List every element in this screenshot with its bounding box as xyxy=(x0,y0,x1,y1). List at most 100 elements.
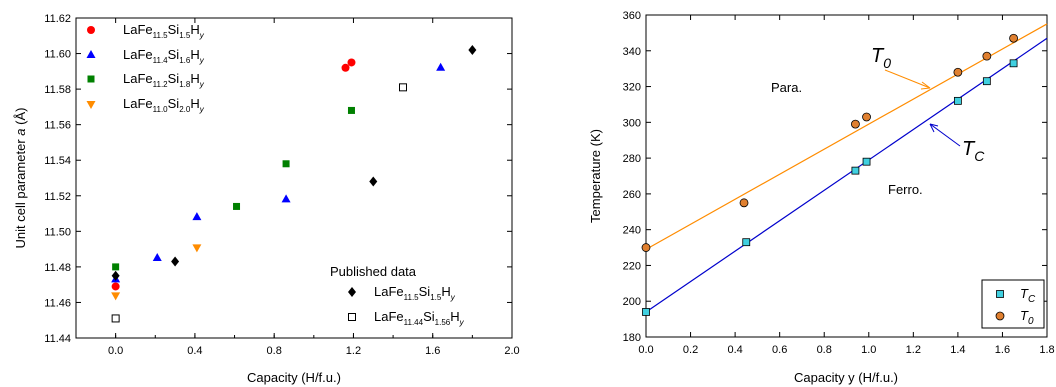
right-x-tick-label: 1.6 xyxy=(995,344,1010,356)
left-x-axis-label: Capacity (H/f.u.) xyxy=(247,370,341,385)
left-data-point xyxy=(468,45,477,55)
right-data-point xyxy=(641,243,651,252)
right-legend: TC T0 xyxy=(995,286,1036,327)
t0-pointer-arrow xyxy=(920,81,931,90)
right-legend-marker xyxy=(995,311,1005,321)
left-data-point xyxy=(192,244,202,253)
left-x-tick-label: 0.4 xyxy=(187,345,202,357)
right-y-tick-label: 360 xyxy=(623,10,641,22)
left-data-point xyxy=(436,62,446,71)
right-data-point xyxy=(953,96,962,105)
left-x-tick-label: 2.0 xyxy=(504,345,519,357)
right-data-point xyxy=(862,157,871,166)
right-legend-label: TC xyxy=(1020,286,1036,305)
left-y-tick-label: 11.50 xyxy=(44,226,71,238)
t0-pointer-line xyxy=(884,69,931,89)
left-data-point xyxy=(282,160,290,168)
right-y-tick-label: 180 xyxy=(623,332,641,344)
right-y-tick-label: 260 xyxy=(623,189,641,201)
right-data-point xyxy=(862,112,871,122)
left-data-point xyxy=(399,83,407,92)
left-data-point xyxy=(281,194,291,203)
right-data-point xyxy=(642,308,650,316)
right-y-tick-label: 240 xyxy=(623,225,641,237)
right-x-tick-label: 0.0 xyxy=(638,344,653,356)
left-data-point xyxy=(111,282,120,291)
right-x-axis-label: Capacity y (H/f.u.) xyxy=(794,370,898,385)
right-x-tick-label: 1.2 xyxy=(906,344,921,356)
left-y-tick-label: 11.58 xyxy=(44,84,71,96)
right-y-tick-label: 320 xyxy=(623,82,641,94)
right-legend-marker xyxy=(996,290,1004,298)
right-chart: 0.0 0.2 0.4 0.6 0.8 1.0 1.2 1.4 1.6 1.8 180 200 220… xyxy=(588,10,1055,385)
left-data-point xyxy=(347,106,355,114)
right-x-tick-label: 1.0 xyxy=(861,344,876,356)
left-chart: 0.0 0.4 0.8 1.2 1.6 2.0 11.4411.4611.4811.501… xyxy=(13,13,520,385)
left-legend-label: LaFe11.2Si1.8Hy xyxy=(123,71,205,89)
left-plot-frame xyxy=(75,17,513,339)
tc-pointer-arrow xyxy=(929,123,939,133)
left-data-point xyxy=(112,263,120,271)
left-legend-marker xyxy=(87,26,95,34)
left-y-axis-label: Unit cell parameter a (Å) xyxy=(13,108,28,249)
left-published-legend-label: LaFe11.5Si1.5Hy xyxy=(374,284,456,302)
right-y-tick-label: 220 xyxy=(623,260,641,272)
left-y-ticks: 11.44 11.46 11.48 11.50 11.52 11.54 11.56 11.58… xyxy=(44,13,512,345)
ferro-annotation: Ferro. xyxy=(888,182,923,197)
right-y-tick-label: 280 xyxy=(623,153,641,165)
right-legend-label: T0 xyxy=(1020,308,1034,327)
left-data-point xyxy=(369,176,378,187)
left-data-point xyxy=(192,212,202,221)
left-y-tick-label: 11.52 xyxy=(44,191,71,203)
left-legend-marker xyxy=(86,50,96,58)
right-x-tick-label: 0.2 xyxy=(683,344,698,356)
left-legend: LaFe11.5Si1.5Hy LaFe11.4Si1.6Hy LaFe11.2Si… xyxy=(86,22,205,114)
right-data-point xyxy=(953,67,963,77)
left-data-point xyxy=(347,58,356,67)
left-data-point xyxy=(111,270,120,281)
left-y-tick-label: 11.46 xyxy=(44,297,71,309)
right-data-point xyxy=(739,198,749,208)
published-data-title: Published data xyxy=(330,264,417,279)
left-data-point xyxy=(341,63,350,72)
right-data-point xyxy=(1009,59,1018,68)
tc-pointer-line xyxy=(929,123,961,147)
right-data-point xyxy=(742,238,751,247)
left-legend-marker xyxy=(86,101,96,109)
left-data-points xyxy=(111,45,477,323)
right-x-tick-label: 1.4 xyxy=(950,344,965,356)
left-x-ticks: 0.0 0.4 0.8 1.2 1.6 2.0 xyxy=(75,18,520,357)
right-data-point xyxy=(851,166,860,175)
t0-annotation: T0 xyxy=(871,45,891,71)
right-x-tick-label: 1.8 xyxy=(1039,344,1054,356)
left-data-point xyxy=(111,314,120,323)
right-y-axis-label: Temperature (K) xyxy=(588,129,603,223)
left-data-point xyxy=(111,292,121,301)
left-published-legend: LaFe11.5Si1.5Hy LaFe11.44Si1.56Hy xyxy=(348,284,465,327)
left-y-tick-label: 11.54 xyxy=(44,155,71,167)
right-y-tick-label: 340 xyxy=(623,46,641,58)
tc-annotation: TC xyxy=(962,138,985,164)
left-y-tick-label: 11.56 xyxy=(44,120,71,132)
left-published-legend-label: LaFe11.44Si1.56Hy xyxy=(374,309,465,327)
left-data-point xyxy=(171,256,180,267)
left-legend-label: LaFe11.5Si1.5Hy xyxy=(123,22,205,40)
right-fit-lines xyxy=(645,23,1048,313)
right-x-tick-label: 0.6 xyxy=(772,344,787,356)
right-fit-line xyxy=(645,23,1048,250)
right-fit-line xyxy=(645,37,1048,313)
left-y-tick-label: 11.60 xyxy=(44,49,71,61)
left-legend-label: LaFe11.0Si2.0Hy xyxy=(123,96,205,114)
right-y-tick-label: 300 xyxy=(623,117,641,129)
para-annotation: Para. xyxy=(771,80,802,95)
right-x-tick-label: 0.4 xyxy=(727,344,742,356)
left-x-tick-label: 0.8 xyxy=(267,345,282,357)
right-x-tick-label: 0.8 xyxy=(817,344,832,356)
right-legend-box xyxy=(981,279,1045,329)
left-y-tick-label: 11.62 xyxy=(44,13,71,25)
right-plot-frame xyxy=(645,14,1048,338)
left-y-tick-label: 11.48 xyxy=(44,262,71,274)
left-x-tick-label: 1.2 xyxy=(346,345,361,357)
right-y-tick-label: 200 xyxy=(623,296,641,308)
